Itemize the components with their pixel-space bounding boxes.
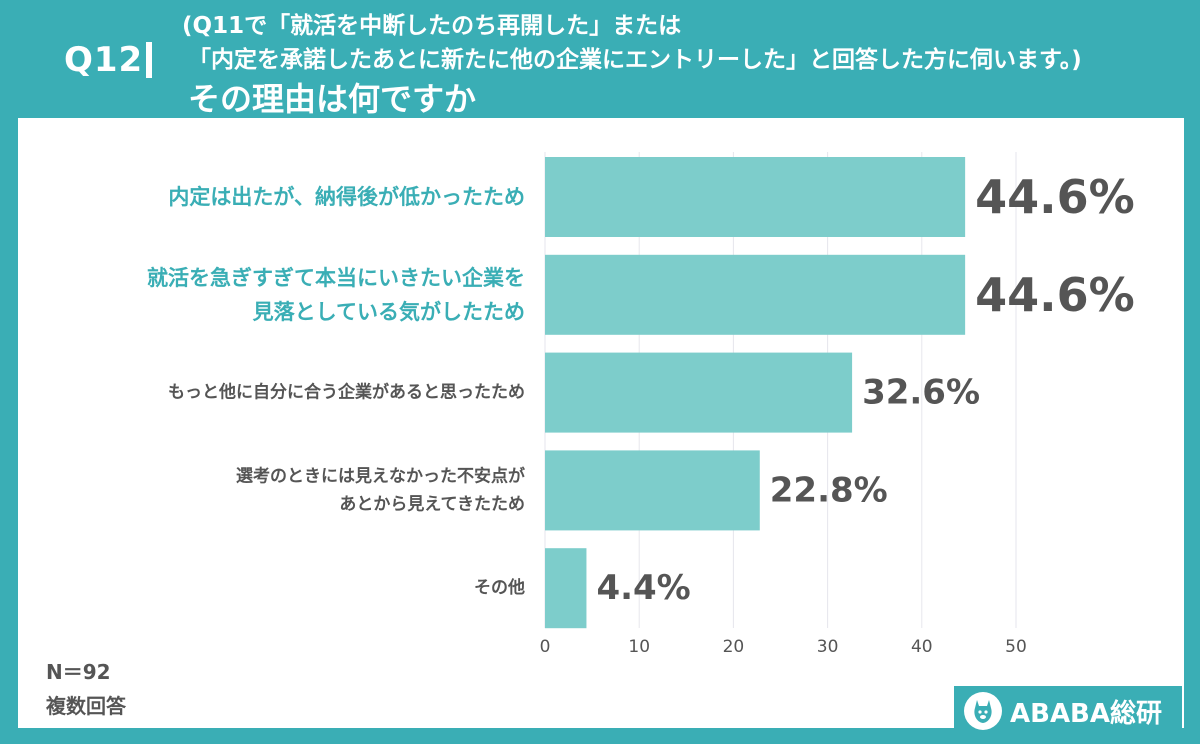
- category-label: もっと他に自分に合う企業があると思ったため: [168, 382, 525, 403]
- x-tick-label: 20: [723, 637, 745, 657]
- x-tick-label: 40: [911, 637, 933, 657]
- question-divider: [146, 42, 152, 78]
- bar: [545, 254, 966, 335]
- bar: [545, 157, 966, 237]
- category-label: その他: [474, 577, 525, 598]
- brand-name: ABABA総研: [1010, 698, 1163, 729]
- category-label: 就活を急ぎすぎて本当にいきたい企業を: [147, 266, 525, 290]
- multiple-answer-note: 複数回答: [46, 694, 126, 718]
- category-label: あとから見えてきたため: [339, 494, 525, 514]
- value-label: 32.6%: [862, 373, 980, 413]
- bar: [545, 352, 853, 433]
- sample-size-note: N＝92: [46, 660, 111, 684]
- value-label: 4.4%: [596, 568, 690, 608]
- question-condition-line2: 「内定を承諾したあとに新たに他の企業にエントリーした」と回答した方に伺います。): [188, 47, 1082, 73]
- value-label: 44.6%: [975, 170, 1135, 224]
- question-number: Q12: [64, 40, 144, 80]
- alpaca-logo-icon: [964, 692, 1002, 730]
- category-label: 選考のときには見えなかった不安点が: [236, 465, 525, 486]
- question-condition-line1: (Q11で「就活を中断したのち再開した」または: [182, 13, 682, 39]
- value-label: 44.6%: [975, 268, 1135, 322]
- brand-logo: ABABA総研: [954, 686, 1182, 736]
- x-tick-label: 50: [1005, 637, 1027, 657]
- value-label: 22.8%: [770, 470, 888, 510]
- category-label: 見落としている気がしたため: [253, 300, 525, 324]
- question-title: その理由は何ですか: [188, 80, 477, 118]
- category-label: 内定は出たが、納得後が低かったため: [168, 185, 525, 209]
- bar: [545, 548, 587, 629]
- x-tick-label: 10: [628, 637, 650, 657]
- bar: [545, 450, 760, 531]
- x-tick-label: 30: [817, 637, 839, 657]
- x-tick-label: 0: [540, 637, 551, 657]
